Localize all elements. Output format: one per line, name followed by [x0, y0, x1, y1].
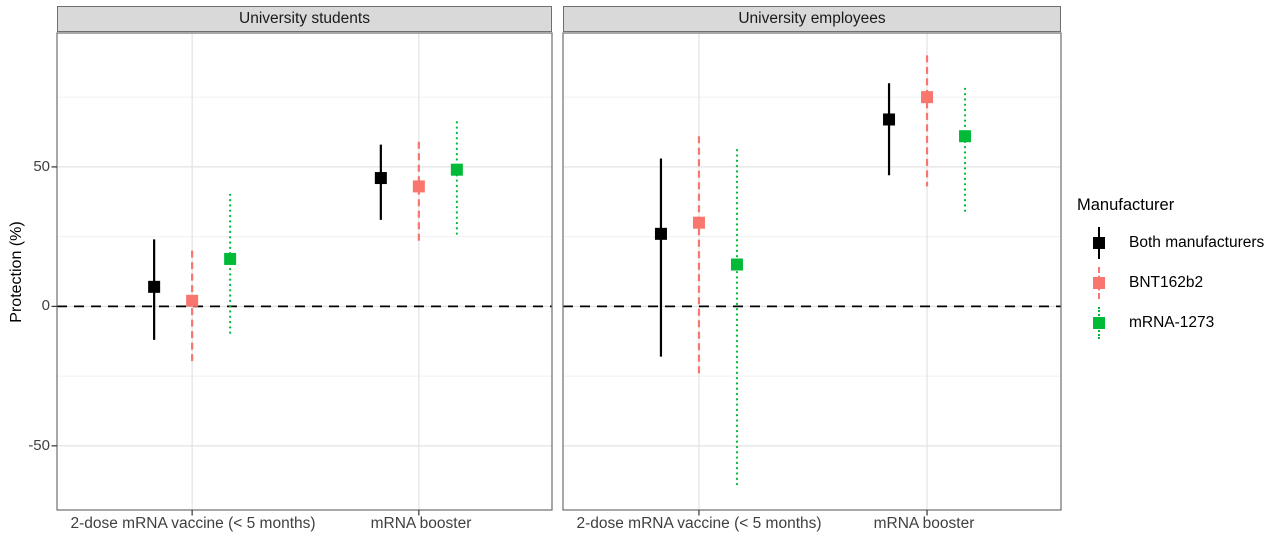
green-square-icon [1093, 317, 1105, 329]
legend-key-bnt162b2 [1077, 263, 1121, 303]
legend-label-mrna1273: mRNA-1273 [1129, 314, 1215, 331]
x-label-employees-booster: mRNA booster [873, 515, 975, 532]
legend-key-both [1077, 223, 1121, 263]
facet-strip-students: University students [57, 6, 552, 32]
legend-item-mrna1273: mRNA-1273 [1077, 303, 1277, 343]
legend: Manufacturer Both manufacturers BNT162b2… [1077, 196, 1277, 343]
y-tick-label-0: 0 [41, 297, 50, 314]
legend-label-both: Both manufacturers [1129, 234, 1265, 251]
facet-title-employees: University employees [738, 10, 886, 27]
y-tick-label-50: 50 [33, 158, 50, 175]
facet-title-students: University students [239, 10, 370, 27]
x-label-students-booster: mRNA booster [370, 515, 472, 532]
legend-key-mrna1273 [1077, 303, 1121, 343]
x-label-students-2dose: 2-dose mRNA vaccine (< 5 months) [70, 515, 316, 532]
legend-item-both: Both manufacturers [1077, 223, 1277, 263]
y-tick-label-neg50: -50 [28, 437, 50, 454]
black-square-icon [1093, 237, 1105, 249]
facet-strip-employees: University employees [563, 6, 1061, 32]
legend-item-bnt162b2: BNT162b2 [1077, 263, 1277, 303]
legend-title: Manufacturer [1077, 196, 1175, 214]
legend-label-bnt162b2: BNT162b2 [1129, 274, 1204, 291]
salmon-square-icon [1093, 277, 1105, 289]
x-label-employees-2dose: 2-dose mRNA vaccine (< 5 months) [576, 515, 822, 532]
